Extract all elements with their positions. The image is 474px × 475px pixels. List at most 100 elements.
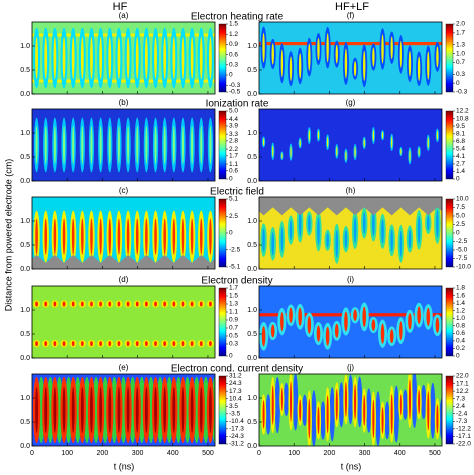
x-tick-label: 100	[288, 450, 300, 457]
contour-blob	[411, 374, 418, 429]
contour-blob	[90, 301, 93, 307]
contour-blob	[372, 47, 375, 67]
y-tick-label: 0.5	[20, 154, 30, 161]
y-tick-label: 0.0	[20, 266, 30, 273]
plot-frame	[31, 108, 216, 182]
y-axis-label: Distance from powered electrode (cm)	[3, 159, 13, 312]
colorbar-label: 0.6	[456, 330, 465, 337]
colorbar-label: 0.6	[229, 51, 238, 58]
contour-blob	[436, 404, 439, 434]
contour-blob	[408, 229, 412, 249]
contour-blob	[418, 389, 421, 415]
contour-blob	[289, 307, 293, 323]
colorbar-label: 0.9	[229, 317, 238, 324]
colorbar-label: 1.7	[229, 285, 238, 292]
contour-blob	[439, 398, 442, 440]
contour-blob	[344, 229, 348, 249]
y-tick-label: 1.0	[247, 395, 257, 402]
contour-blob	[35, 218, 38, 255]
contour-blob	[418, 147, 420, 156]
panel: 0.00.51.0(b) Ionization rate5.04.43.93.32…	[20, 98, 269, 185]
colorbar-label: -3.5	[229, 411, 241, 418]
contour-blob	[344, 311, 348, 332]
colorbar-label: 1.2	[456, 307, 465, 314]
colorbar-label: -5.1	[229, 264, 241, 271]
contour-blob	[72, 125, 75, 165]
contour-blob	[391, 136, 393, 149]
colorbar	[445, 375, 454, 445]
contour-blob	[99, 218, 102, 255]
contour-background	[259, 286, 442, 358]
contour-blob	[289, 56, 293, 81]
panel-label: (j)	[347, 363, 354, 372]
contour-blob	[289, 381, 293, 422]
contour-blob	[53, 386, 57, 434]
contour-blob	[80, 301, 84, 307]
colorbar-label: -2.5	[229, 246, 241, 253]
colorbar-label: -22.0	[456, 441, 471, 448]
contour-blob	[390, 229, 393, 252]
x-tick-label: 0	[257, 450, 261, 457]
contour-blob	[209, 301, 212, 307]
contour-blob	[62, 341, 66, 347]
colorbar-label: 2.0	[456, 21, 465, 28]
contour-blob	[271, 43, 274, 65]
contour-blob	[135, 341, 139, 347]
contour-blob	[209, 36, 212, 80]
contour-blob	[99, 36, 103, 80]
contour-blob	[384, 401, 390, 440]
contour-blob	[335, 44, 338, 64]
contour-blob	[436, 209, 439, 238]
colorbar-label: 0.2	[456, 345, 465, 352]
colorbar-label: -31.2	[229, 441, 244, 448]
colorbar-label: 3.9	[229, 123, 238, 130]
contour-blob	[154, 218, 157, 255]
panel: 0.0 0.5 1.0 (f) 2.0 1.7 1.3 1.0 0.7 0.3 0 -0.3	[247, 11, 467, 98]
contour-blob	[62, 36, 66, 80]
contour-blob	[289, 219, 293, 241]
contour-field	[32, 197, 215, 269]
contour-blob	[408, 379, 412, 420]
contour-blob	[317, 37, 320, 61]
contour-blob	[280, 226, 284, 253]
contour-blob	[117, 218, 121, 255]
contour-blob	[381, 407, 384, 434]
panel: 0 100 200 300 400 500 0.0 0.5 1.0 (j) 22.017.112.2…	[247, 363, 471, 457]
contour-blob	[117, 301, 121, 307]
contour-field	[259, 374, 442, 446]
contour-blob	[44, 301, 48, 307]
contour-blob	[200, 125, 203, 165]
colorbar-label: 2.2	[229, 146, 238, 153]
contour-blob	[127, 125, 130, 165]
panel-label: (i)	[347, 275, 354, 284]
panel-label: (f)	[347, 11, 355, 20]
contour-blob	[408, 313, 412, 330]
contour-blob	[199, 341, 203, 347]
chart-title: Electron density	[201, 276, 272, 287]
chart-title: Electron heating rate	[191, 12, 284, 23]
contour-band	[259, 42, 442, 46]
colorbar-label: 1.6	[456, 292, 465, 299]
colorbar-label: 2.4	[456, 403, 465, 410]
contour-blob	[163, 341, 167, 347]
contour-blob	[181, 341, 185, 347]
contour-blob	[409, 149, 411, 162]
contour-blob	[190, 341, 194, 347]
colorbar-label: 4.1	[456, 153, 465, 160]
contour-blob	[344, 381, 347, 417]
y-tick-label: 0.0	[247, 443, 257, 450]
colorbar-label: 17.3	[229, 388, 242, 395]
contour-blob	[262, 32, 265, 63]
colorbar-label: 1.3	[456, 41, 465, 48]
contour-blob	[144, 341, 148, 347]
colorbar	[218, 198, 227, 268]
contour-blob	[325, 326, 330, 346]
contour-background	[32, 109, 215, 181]
contour-blob	[308, 129, 310, 142]
y-tick-label: 0.5	[247, 67, 257, 74]
contour-blob	[163, 218, 166, 255]
colorbar-label: 24.3	[229, 380, 242, 387]
contour-blob	[261, 326, 266, 347]
